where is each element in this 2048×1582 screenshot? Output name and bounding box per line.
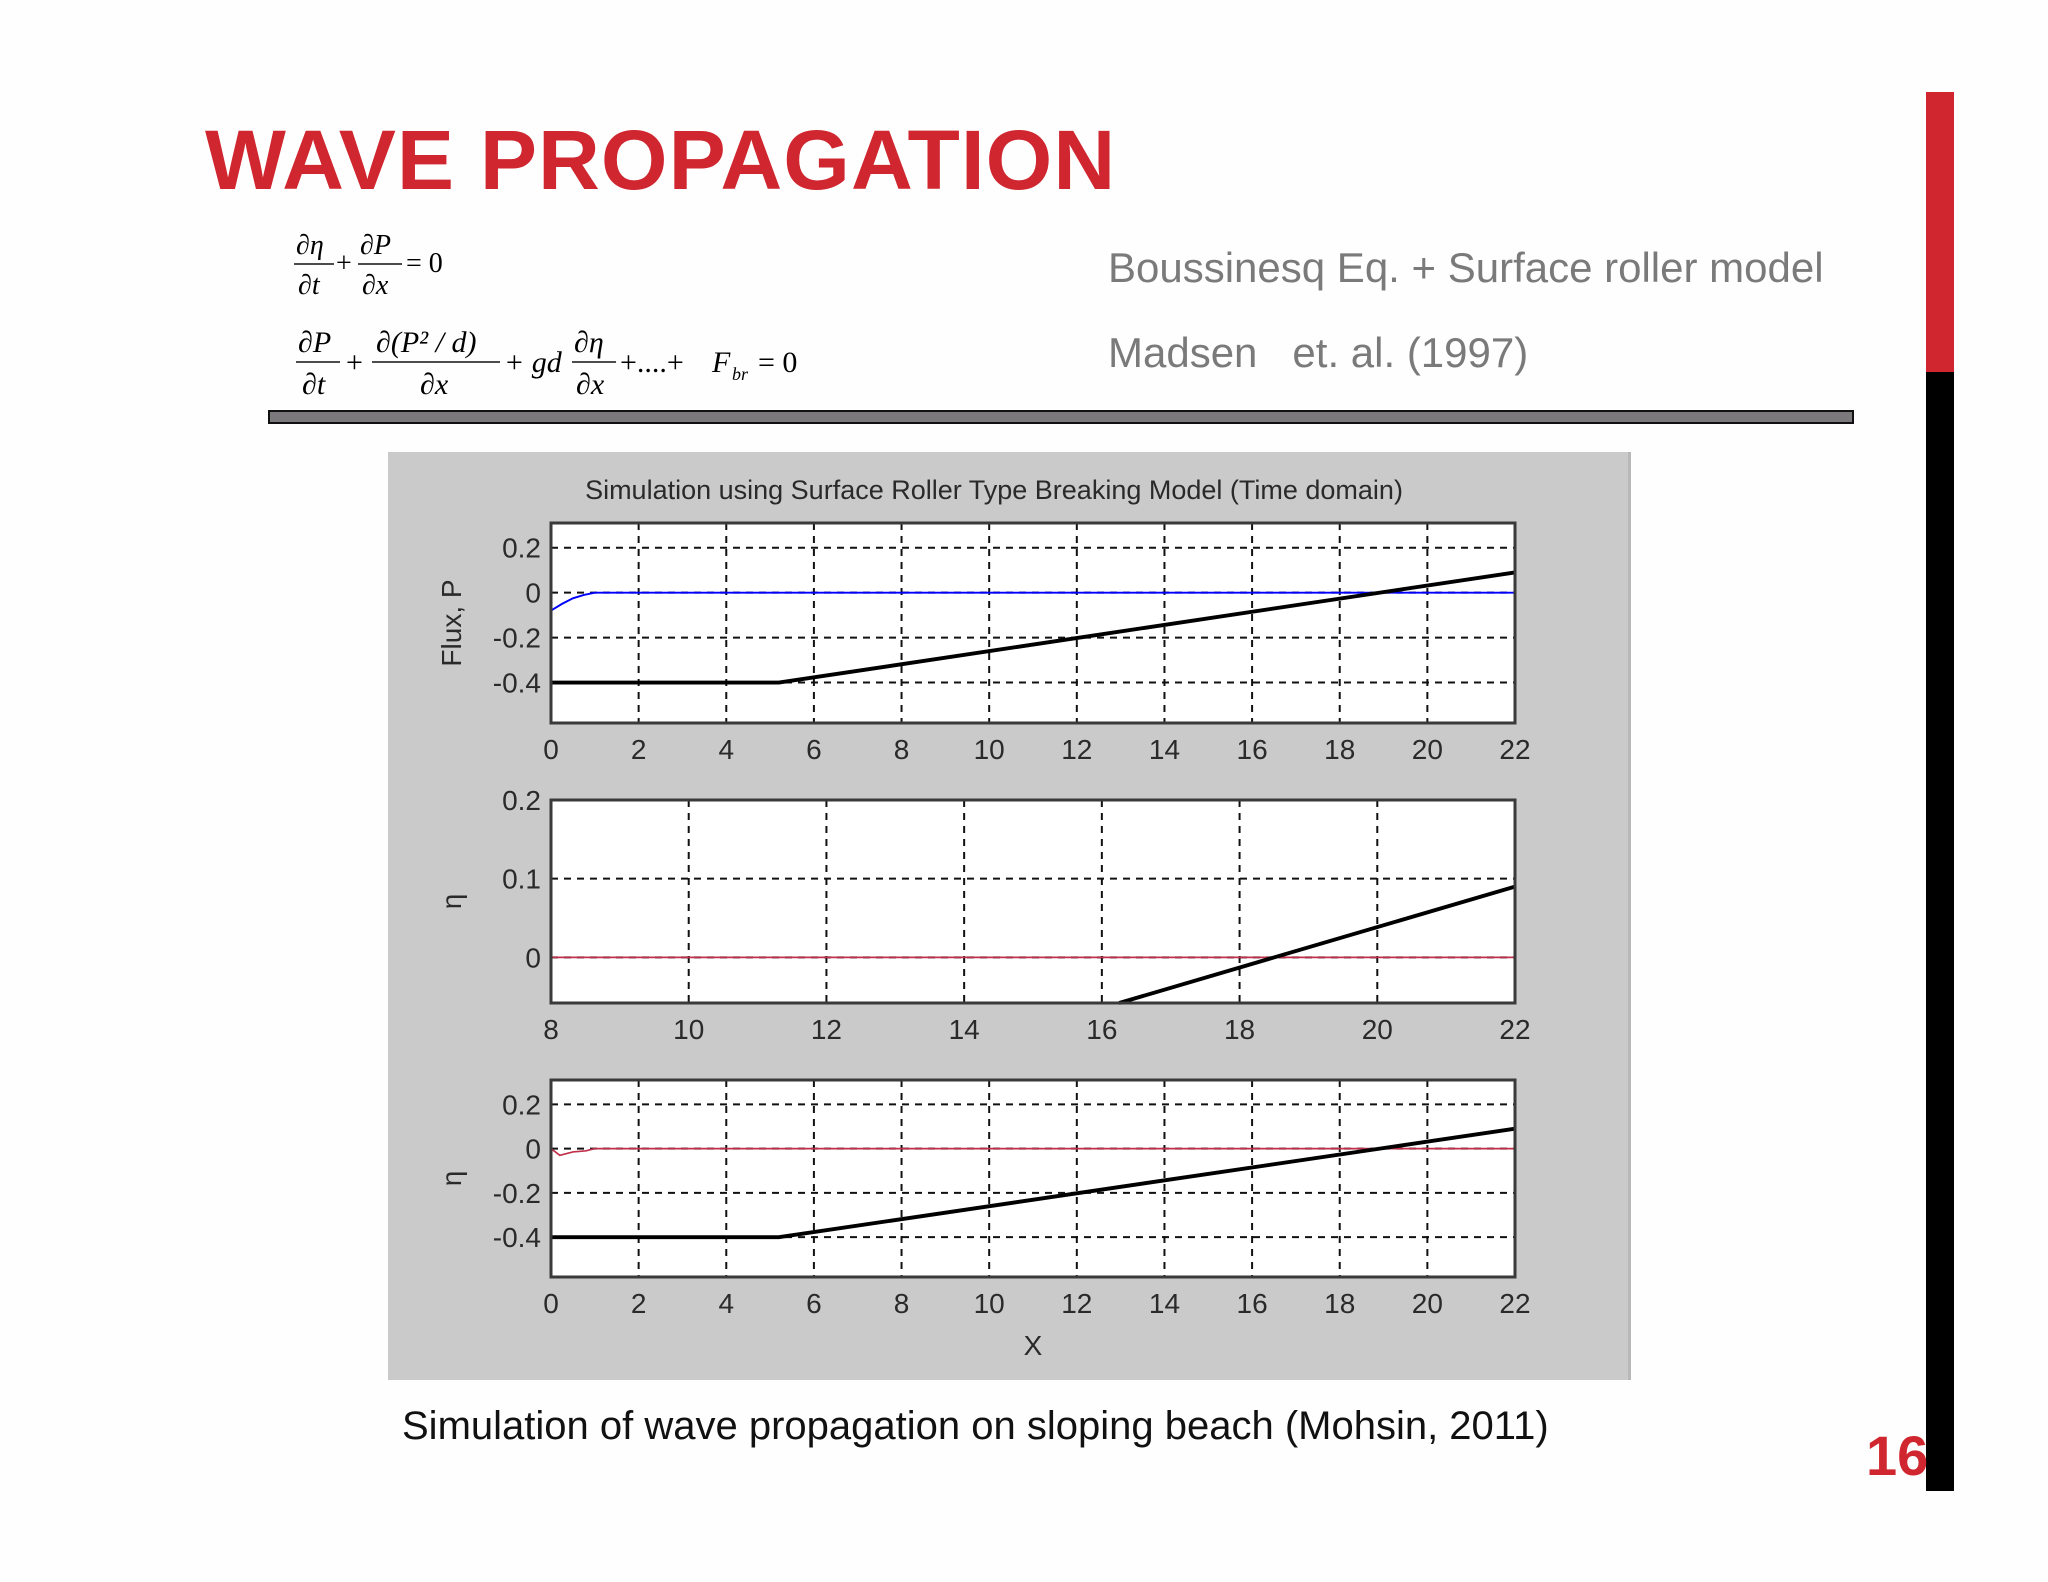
eq2-term3-numerator: ∂η	[574, 326, 604, 359]
x-tick-label: 14	[1149, 734, 1180, 765]
eq2-gd: + gd	[504, 346, 563, 379]
y-tick-label: -0.2	[493, 623, 541, 654]
eq2-dots: +....+	[620, 346, 684, 379]
y-tick-label: -0.4	[493, 668, 541, 699]
x-tick-label: 14	[1149, 1288, 1180, 1319]
simulation-figure: Simulation using Surface Roller Type Bre…	[388, 452, 1631, 1380]
flux-subplot: 0 2 4 6 8 10 12 14 16 18 20 22 0.2 0 -0.2 -0.4 Flux, P	[436, 521, 1531, 765]
x-tick-label: 10	[974, 734, 1005, 765]
eq1-term2-denominator: ∂x	[362, 270, 389, 301]
x-tick-label: 6	[806, 1288, 822, 1319]
eq1-term2-numerator: ∂P	[360, 230, 391, 261]
y-tick-label: -0.2	[493, 1178, 541, 1209]
series-flux	[550, 591, 1515, 612]
x-tick-label: 14	[949, 1014, 980, 1045]
series-bottom	[1118, 884, 1516, 1005]
y-axis-label: η	[436, 894, 467, 910]
accent-bar-red	[1926, 92, 1954, 372]
x-tick-label: 6	[806, 734, 822, 765]
slide-title: WAVE PROPAGATION	[205, 113, 1117, 207]
x-tick-label: 12	[1061, 734, 1092, 765]
eq2-term2-denominator: ∂x	[420, 368, 449, 401]
eq2-term2-numerator: ∂(P² / d)	[376, 326, 476, 359]
axes-frame	[549, 798, 1517, 1005]
y-tick-label: 0	[525, 578, 541, 609]
x-tick-label: 0	[543, 1288, 559, 1319]
x-axis-label: X	[1024, 1330, 1043, 1361]
simulation-figure-canvas: Simulation using Surface Roller Type Bre…	[436, 475, 1531, 1361]
y-tick-label: 0.2	[502, 785, 541, 816]
axes-frame	[549, 1078, 1517, 1279]
axes-background	[551, 800, 1515, 1003]
x-tick-label: 18	[1324, 734, 1355, 765]
axes-background	[551, 1080, 1515, 1277]
x-tick-label: 18	[1324, 1288, 1355, 1319]
x-tick-label: 4	[718, 734, 734, 765]
eq2-term1-denominator: ∂t	[302, 368, 326, 401]
x-tick-label: 12	[811, 1014, 842, 1045]
x-tick-label: 10	[974, 1288, 1005, 1319]
x-tick-label: 20	[1412, 1288, 1443, 1319]
eta-zoom-subplot: 8 10 12 14 16 18 20 22 0.2 0.1 0 η	[436, 785, 1531, 1045]
x-tick-label: 8	[543, 1014, 559, 1045]
x-tick-label: 20	[1362, 1014, 1393, 1045]
figure-caption: Simulation of wave propagation on slopin…	[402, 1404, 1549, 1448]
x-tick-label: 12	[1061, 1288, 1092, 1319]
section-divider	[268, 410, 1854, 424]
figure-title: Simulation using Surface Roller Type Bre…	[585, 475, 1403, 505]
x-tick-label: 22	[1499, 1288, 1530, 1319]
y-tick-label: 0	[525, 942, 541, 973]
eq1-term1-numerator: ∂η	[296, 230, 324, 261]
page-number: 16	[1866, 1424, 1929, 1487]
y-tick-label: -0.4	[493, 1222, 541, 1253]
x-tick-label: 8	[894, 734, 910, 765]
eta-subplot: 0 2 4 6 8 10 12 14 16 18 20 22 0.2 0 -0.2 -0.4 η X	[436, 1078, 1531, 1361]
x-tick-label: 8	[894, 1288, 910, 1319]
axes-background	[551, 523, 1515, 723]
series-bottom	[551, 570, 1516, 685]
eq2-breaking-force-subscript: br	[732, 364, 749, 384]
continuity-equation: ∂η ∂t + ∂P ∂x = 0	[292, 226, 492, 306]
eq2-breaking-force: F	[711, 346, 731, 379]
y-axis-label: η	[436, 1171, 467, 1187]
y-tick-label: 0.2	[502, 533, 541, 564]
model-description: Boussinesq Eq. + Surface roller model	[1108, 244, 1824, 291]
x-tick-label: 2	[631, 734, 647, 765]
x-tick-label: 10	[673, 1014, 704, 1045]
y-tick-label: 0.2	[502, 1089, 541, 1120]
x-tick-label: 4	[718, 1288, 734, 1319]
x-tick-label: 0	[543, 734, 559, 765]
x-tick-label: 16	[1086, 1014, 1117, 1045]
y-tick-label: 0.1	[502, 864, 541, 895]
series-bottom	[551, 1126, 1516, 1240]
x-tick-label: 16	[1237, 734, 1268, 765]
series-eta	[550, 1147, 1515, 1157]
y-axis-label: Flux, P	[436, 579, 467, 666]
x-tick-label: 18	[1224, 1014, 1255, 1045]
eq1-term1-denominator: ∂t	[298, 270, 321, 301]
x-tick-label: 22	[1499, 734, 1530, 765]
y-tick-label: 0	[525, 1134, 541, 1165]
eq1-rhs: = 0	[406, 248, 443, 279]
x-tick-label: 16	[1237, 1288, 1268, 1319]
model-reference: Madsen et. al. (1997)	[1108, 329, 1529, 376]
eq2-term1-numerator: ∂P	[298, 326, 331, 359]
momentum-equation: ∂P ∂t + ∂(P² / d) ∂x + gd ∂η ∂x +....+ F…	[292, 320, 832, 410]
eq2-rhs: = 0	[758, 346, 797, 379]
svg-text:+: +	[346, 346, 363, 379]
x-tick-label: 22	[1499, 1014, 1530, 1045]
x-tick-label: 2	[631, 1288, 647, 1319]
x-tick-label: 20	[1412, 734, 1443, 765]
eq1-plus: +	[336, 248, 352, 279]
accent-bar-black	[1926, 372, 1954, 1491]
eq2-term3-denominator: ∂x	[576, 368, 605, 401]
axes-frame	[549, 521, 1517, 725]
